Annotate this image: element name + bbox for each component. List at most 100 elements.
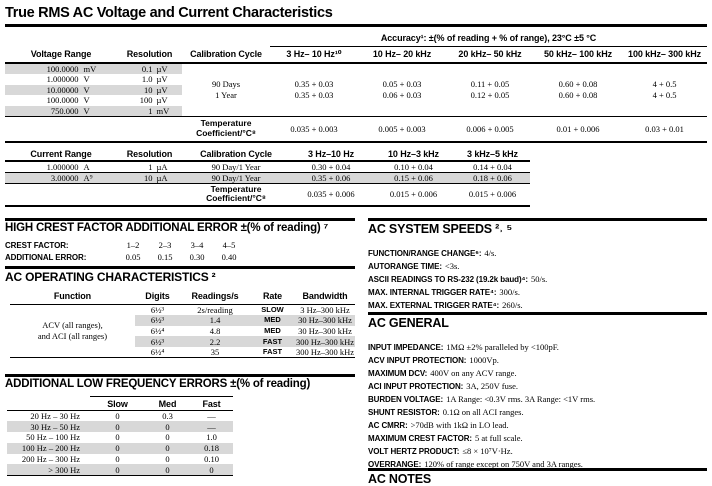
fast-value: 0	[190, 464, 233, 476]
current-accuracy-f3: 0.14 + 0.04	[455, 161, 530, 173]
current-freq3-header: 3 kHz–5 kHz	[455, 147, 530, 162]
fast-value: —	[207, 411, 216, 422]
med-header: Med	[145, 396, 190, 411]
spec-line: SHUNT RESISTOR: 0.1Ω on all ACI ranges.	[368, 407, 524, 417]
readings-header: Readings/s	[180, 289, 250, 305]
voltage-freq1-header: 3 Hz– 10 Hz¹⁰	[270, 46, 358, 64]
ac-notes-heading: AC NOTES	[368, 472, 431, 486]
spec-line: MAXIMUM CREST FACTOR: 5 at full scale.	[368, 433, 523, 443]
ac-general-section-rule	[368, 312, 707, 315]
readings-cell: 35	[210, 347, 220, 358]
fast-value: —	[190, 421, 233, 433]
freq-band-label: 200 Hz – 300 Hz	[21, 454, 80, 465]
voltage-range-header: Voltage Range	[5, 46, 117, 64]
digits-cell: 6½⁴	[150, 325, 165, 336]
ac-operating-section-rule	[5, 266, 355, 269]
voltage-freq5-header: 100 kHz– 300 kHz	[622, 46, 708, 64]
current-tempco-f2: 0.015 + 0.006	[389, 189, 438, 200]
voltage-tempco-f5: 0.03 + 0.01	[622, 115, 708, 142]
current-accuracy-f3: 0.18 + 0.06	[455, 172, 530, 184]
voltage-range-cell: 1.000000 V	[46, 74, 90, 85]
bandwidth-cell: 300 Hz–300 kHz	[295, 336, 355, 348]
voltage-cycle-header: Calibration Cycle	[182, 46, 270, 64]
fast-value: 0.18	[190, 442, 233, 454]
crest-heading: HIGH CREST FACTOR ADDITIONAL ERROR ±(% o…	[5, 222, 329, 234]
current-resolution-cell: 10 µA	[117, 172, 182, 184]
med-value: 0.3	[162, 411, 173, 422]
voltage-range-cell: 100.0000 mV	[5, 63, 117, 74]
current-accuracy-f1: 0.35 + 0.06	[290, 172, 372, 184]
fast-value: 0.10	[204, 454, 219, 465]
spec-line: MAX. INTERNAL TRIGGER RATE⁴: 300/s.	[368, 287, 520, 297]
med-value: 0	[145, 421, 190, 433]
bandwidth-header: Bandwidth	[295, 289, 355, 305]
voltage-table: Accuracy¹: ±(% of reading + % of range),…	[5, 30, 708, 143]
tempco-label: Temperature Coefficient/°C⁸	[182, 115, 270, 142]
readings-cell: 2.2	[180, 336, 250, 348]
crest-factor-label: CREST FACTOR:	[5, 241, 69, 250]
title-rule	[5, 24, 707, 27]
tempco-label: Temperature Coefficient/°C⁸	[206, 183, 266, 204]
current-tempco-f1: 0.035 + 0.006	[307, 189, 355, 200]
accuracy-header-spacer	[5, 30, 270, 46]
med-value: 0	[165, 432, 170, 443]
voltage-freq3-header: 20 kHz– 50 kHz	[446, 46, 534, 64]
voltage-tempco-f1: 0.035 + 0.003	[270, 115, 358, 142]
current-tempco-f3: 0.015 + 0.006	[468, 189, 517, 200]
calibration-cycle-cell: 90 Days 1 Year	[211, 78, 241, 100]
rate-cell: SLOW	[261, 304, 284, 314]
med-value: 0	[165, 454, 170, 465]
readings-cell: 2s/reading	[197, 304, 233, 315]
spec-line: OVERRANGE: 120% of range except on 750V a…	[368, 459, 583, 469]
voltage-accuracy-f5-cell: 4 + 0.5 4 + 0.5	[652, 78, 677, 100]
tempco-spacer	[5, 184, 182, 206]
bandwidth-cell: 300 Hz–300 kHz	[295, 347, 355, 358]
voltage-accuracy-f4-cell: 0.60 + 0.08 0.60 + 0.08	[558, 78, 598, 100]
rate-header: Rate	[250, 289, 295, 305]
rate-cell: FAST	[250, 336, 295, 348]
voltage-accuracy-f2-cell: 0.05 + 0.03 0.06 + 0.03	[382, 78, 422, 100]
digits-header: Digits	[135, 289, 180, 305]
spec-line: AUTORANGE TIME: <3s.	[368, 261, 460, 271]
spec-line: ASCII READINGS TO RS-232 (19.2k baud)⁴: 5…	[368, 274, 548, 284]
function-header: Function	[10, 289, 135, 305]
fast-header: Fast	[190, 396, 233, 411]
current-range-cell: 1.000000 A	[5, 161, 117, 173]
digits-cell: 6½³	[150, 304, 165, 315]
spec-line: MAX. EXTERNAL TRIGGER RATE⁴: 260/s.	[368, 300, 523, 310]
slow-value: 0	[90, 442, 145, 454]
slow-value: 0	[115, 454, 120, 465]
fast-value: 1.0	[206, 432, 217, 443]
spec-line: ACI INPUT PROTECTION: 3A, 250V fuse.	[368, 381, 519, 391]
voltage-resolution-cell: 1.0 µV	[141, 74, 168, 85]
current-range-cell: 3.00000 A⁹	[5, 172, 117, 184]
voltage-freq2-header: 10 Hz– 20 kHz	[358, 46, 446, 64]
digits-cell: 6½³	[135, 314, 180, 326]
rate-cell: FAST	[262, 347, 283, 357]
voltage-resolution-header: Resolution	[117, 46, 182, 64]
freq-band-label: > 300 Hz	[7, 464, 90, 476]
freq-band-label: 20 Hz – 30 Hz	[30, 411, 80, 422]
bandwidth-cell: 30 Hz–300 kHz	[295, 314, 355, 326]
ac-speeds-section-rule	[368, 218, 707, 221]
readings-cell: 4.8	[209, 325, 221, 336]
bandwidth-cell: 3 Hz–300 kHz	[300, 304, 350, 315]
spec-line: BURDEN VOLTAGE: 1A Range: <0.3V rms. 3A R…	[368, 394, 596, 404]
med-value: 0	[145, 464, 190, 476]
rate-cell: MED	[264, 325, 281, 335]
spec-line: VOLT HERTZ PRODUCT: ≤8 × 10⁷V·Hz.	[368, 446, 513, 456]
voltage-resolution-cell: 10 µV	[117, 84, 182, 95]
digits-cell: 6½⁴	[150, 347, 165, 358]
current-accuracy-f1: 0.30 + 0.04	[290, 161, 372, 173]
slow-header: Slow	[90, 396, 145, 411]
low-freq-table: Slow Med Fast 20 Hz – 30 Hz 0 0.3 — 30 H…	[7, 396, 233, 476]
crest-factor-row: CREST FACTOR: 1–2 2–3 3–4 4–5	[5, 240, 236, 250]
voltage-tempco-f3: 0.006 + 0.005	[446, 115, 534, 142]
rate-cell: MED	[250, 314, 295, 326]
spec-line: FUNCTION/RANGE CHANGE⁶: 4/s.	[368, 248, 497, 258]
voltage-tempco-f4: 0.01 + 0.006	[534, 115, 622, 142]
crest-section-rule	[5, 218, 355, 221]
spec-line: ACV INPUT PROTECTION: 1000Vp.	[368, 355, 499, 365]
med-value: 0	[145, 442, 190, 454]
voltage-tempco-f2: 0.005 + 0.003	[358, 115, 446, 142]
